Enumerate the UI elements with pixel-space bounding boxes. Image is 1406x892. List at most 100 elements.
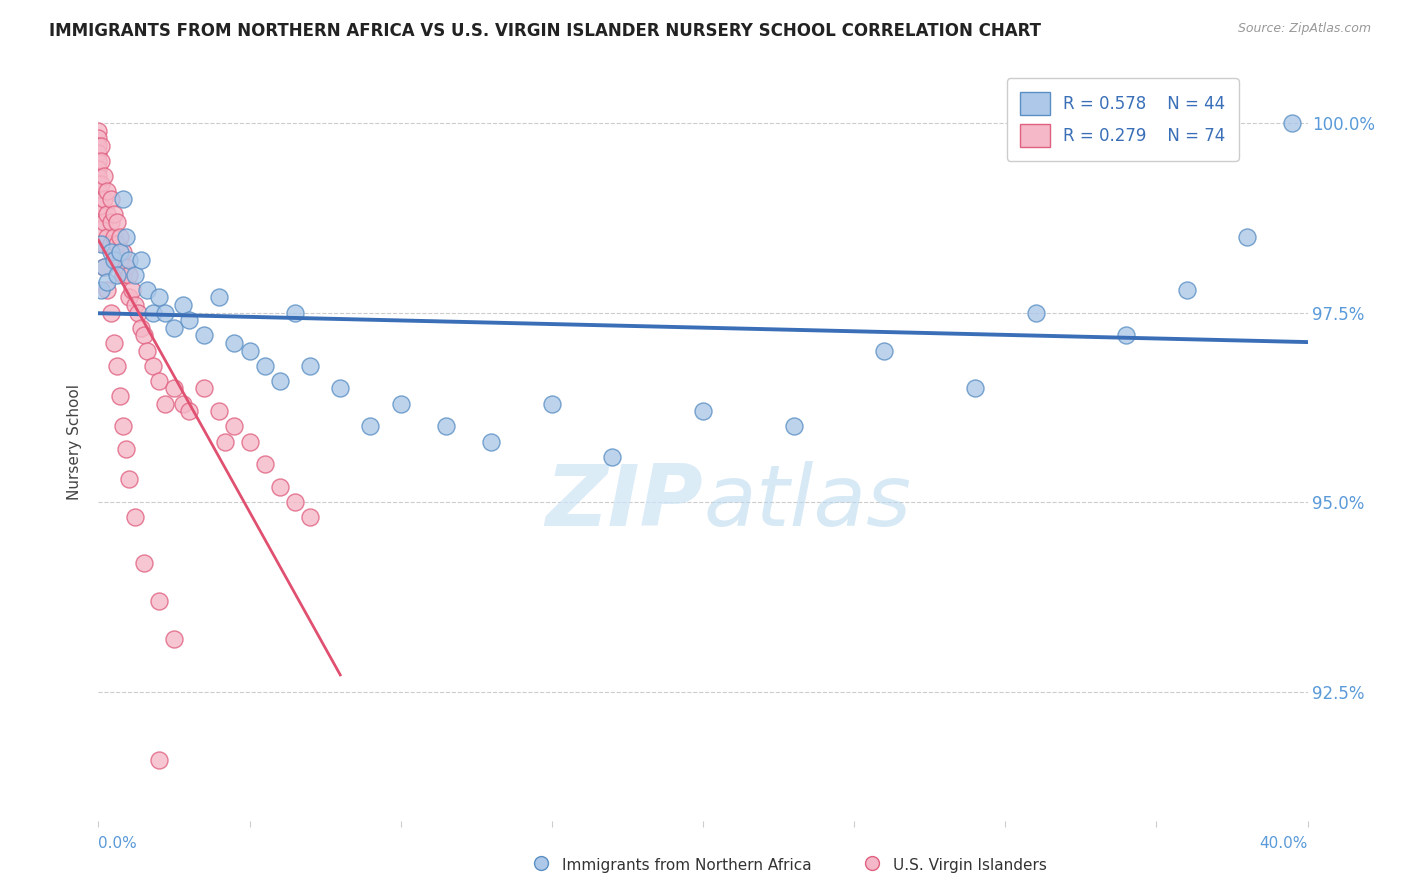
Point bbox=[239, 343, 262, 358]
Point bbox=[108, 252, 131, 267]
Point bbox=[329, 382, 352, 396]
Point bbox=[87, 154, 110, 169]
Point bbox=[148, 753, 170, 767]
Point bbox=[1024, 306, 1046, 320]
Point bbox=[239, 434, 262, 449]
Point bbox=[93, 192, 115, 206]
Point bbox=[873, 343, 896, 358]
Point bbox=[114, 260, 136, 275]
Point bbox=[118, 268, 141, 282]
Point bbox=[965, 382, 987, 396]
Point bbox=[87, 207, 110, 221]
Point bbox=[208, 291, 231, 305]
Point bbox=[90, 139, 112, 153]
Point bbox=[90, 177, 112, 191]
Point bbox=[87, 185, 110, 199]
Point bbox=[481, 434, 503, 449]
Point bbox=[87, 169, 110, 184]
Point bbox=[87, 146, 110, 161]
Point bbox=[103, 207, 125, 221]
Point bbox=[214, 434, 236, 449]
Point bbox=[114, 442, 136, 457]
Point bbox=[90, 283, 112, 297]
Point bbox=[111, 192, 134, 206]
Point bbox=[208, 404, 231, 418]
Point bbox=[692, 404, 714, 418]
Point bbox=[87, 139, 110, 153]
Point bbox=[100, 237, 122, 252]
Point bbox=[93, 260, 115, 275]
Point bbox=[124, 298, 146, 312]
Point bbox=[118, 473, 141, 487]
Point bbox=[129, 321, 152, 335]
Point bbox=[148, 291, 170, 305]
Point bbox=[299, 510, 322, 524]
Point bbox=[111, 419, 134, 434]
Point bbox=[108, 230, 131, 244]
Point bbox=[434, 419, 457, 434]
Point bbox=[105, 215, 128, 229]
Point bbox=[108, 389, 131, 403]
Point bbox=[96, 230, 118, 244]
Point bbox=[105, 268, 128, 282]
Point bbox=[118, 252, 141, 267]
Point bbox=[111, 268, 134, 282]
Point bbox=[269, 374, 291, 388]
Point bbox=[100, 245, 122, 260]
Point bbox=[179, 313, 201, 327]
Text: 40.0%: 40.0% bbox=[1260, 836, 1308, 851]
Point bbox=[179, 404, 201, 418]
Point bbox=[193, 382, 215, 396]
Point bbox=[93, 169, 115, 184]
Text: IMMIGRANTS FROM NORTHERN AFRICA VS U.S. VIRGIN ISLANDER NURSERY SCHOOL CORRELATI: IMMIGRANTS FROM NORTHERN AFRICA VS U.S. … bbox=[49, 22, 1042, 40]
Point bbox=[284, 495, 307, 509]
Legend: R = 0.578    N = 44, R = 0.279    N = 74: R = 0.578 N = 44, R = 0.279 N = 74 bbox=[1007, 78, 1239, 161]
Point bbox=[93, 215, 115, 229]
Point bbox=[1115, 328, 1137, 343]
Text: atlas: atlas bbox=[703, 460, 911, 544]
Point bbox=[132, 556, 155, 570]
Point bbox=[87, 192, 110, 206]
Point bbox=[103, 230, 125, 244]
Point bbox=[87, 200, 110, 214]
Point bbox=[103, 252, 125, 267]
Point bbox=[269, 480, 291, 494]
Point bbox=[299, 359, 322, 373]
Point bbox=[100, 215, 122, 229]
Point bbox=[111, 245, 134, 260]
Point bbox=[105, 237, 128, 252]
Point bbox=[172, 298, 194, 312]
Point bbox=[93, 260, 115, 275]
Point bbox=[124, 268, 146, 282]
Point bbox=[142, 359, 165, 373]
Point bbox=[114, 230, 136, 244]
Point bbox=[108, 245, 131, 260]
Point bbox=[148, 593, 170, 607]
Point bbox=[135, 343, 157, 358]
Point bbox=[118, 291, 141, 305]
Point bbox=[360, 419, 382, 434]
Point bbox=[1281, 116, 1303, 130]
Point bbox=[103, 252, 125, 267]
Point bbox=[96, 283, 118, 297]
Point bbox=[90, 237, 112, 252]
Point bbox=[540, 397, 562, 411]
Point bbox=[87, 131, 110, 145]
Point bbox=[87, 177, 110, 191]
Point bbox=[87, 161, 110, 176]
Point bbox=[1236, 230, 1258, 244]
Point bbox=[90, 200, 112, 214]
Point bbox=[142, 306, 165, 320]
Text: ZIP: ZIP bbox=[546, 460, 703, 544]
Point bbox=[96, 207, 118, 221]
Text: U.S. Virgin Islanders: U.S. Virgin Islanders bbox=[893, 858, 1046, 872]
Point bbox=[389, 397, 412, 411]
Point bbox=[253, 458, 276, 472]
Point bbox=[124, 510, 146, 524]
Point bbox=[93, 237, 115, 252]
Point bbox=[135, 283, 157, 297]
Point bbox=[129, 252, 152, 267]
Point bbox=[96, 185, 118, 199]
Point bbox=[1175, 283, 1198, 297]
Point bbox=[163, 382, 186, 396]
